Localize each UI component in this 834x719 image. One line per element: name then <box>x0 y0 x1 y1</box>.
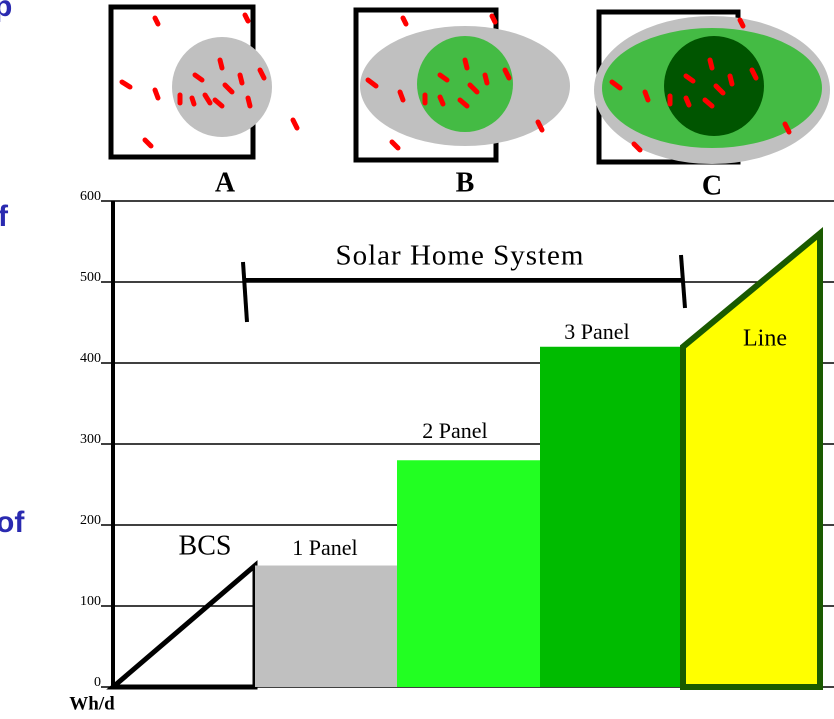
bar-label: BCS <box>179 530 232 561</box>
panel-label: A <box>215 167 236 198</box>
y-tick-label: 600 <box>80 189 101 204</box>
y-tick-label: 300 <box>80 432 101 447</box>
text-fragment: of <box>0 506 25 539</box>
panel-label: C <box>702 170 722 201</box>
panel-label: B <box>456 167 475 198</box>
y-tick-label: 100 <box>80 594 101 609</box>
y-tick-label: 400 <box>80 351 101 366</box>
text-fragment: f <box>0 200 9 233</box>
thumbnail-c <box>594 9 830 165</box>
bar <box>540 346 683 687</box>
bar <box>106 560 258 690</box>
thumbnail-a <box>108 4 300 160</box>
bar-label: 3 Panel <box>564 319 629 344</box>
y-tick-label: 0 <box>94 675 101 690</box>
y-tick-label: 500 <box>80 270 101 285</box>
text-fragment: p <box>0 0 12 23</box>
y-tick-label: 200 <box>80 513 101 528</box>
bar-label: Line <box>743 326 787 352</box>
thumbnail-b <box>353 7 570 163</box>
bar-label: 2 Panel <box>422 418 487 443</box>
bar <box>397 460 540 687</box>
annotation: Solar Home System <box>336 240 585 272</box>
bar-label: 1 Panel <box>292 535 357 560</box>
bar <box>255 565 397 687</box>
bar <box>680 227 823 690</box>
y-axis-label: Wh/d <box>69 693 115 714</box>
